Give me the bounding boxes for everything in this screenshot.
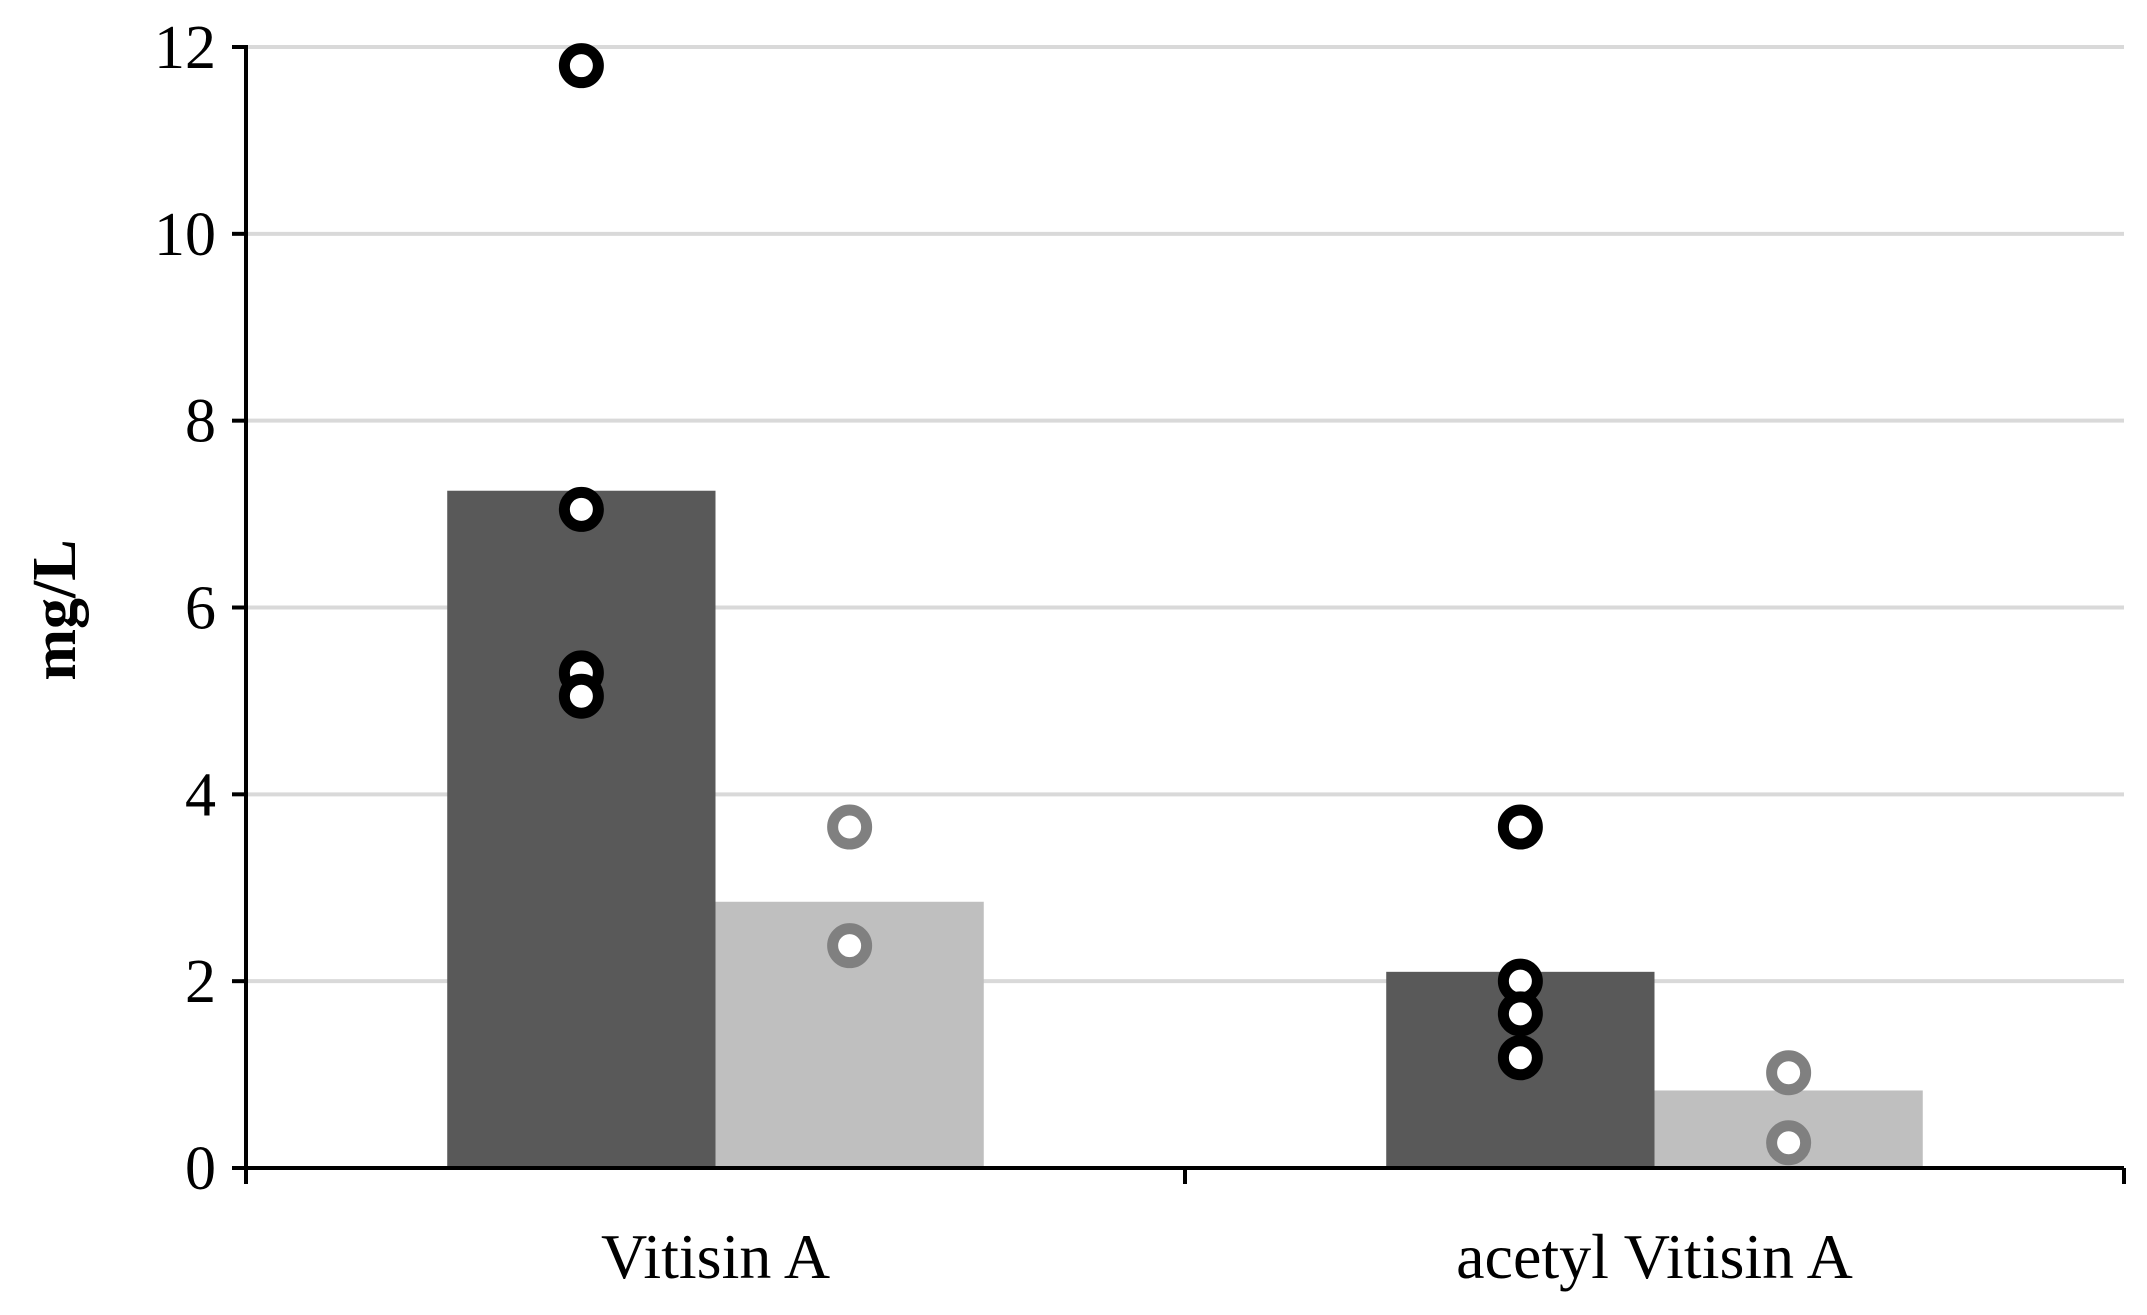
axes bbox=[232, 45, 2126, 1184]
x-category-label: acetyl Vitisin A bbox=[1456, 1221, 1853, 1292]
bars bbox=[447, 490, 1923, 1169]
data-point-marker bbox=[558, 43, 604, 89]
data-point-marker bbox=[558, 486, 604, 532]
y-axis-title: mg/L bbox=[21, 539, 89, 680]
x-category-label: Vitisin A bbox=[601, 1221, 830, 1292]
data-point-marker bbox=[558, 673, 604, 719]
y-tick-label: 4 bbox=[185, 761, 216, 829]
data-point-marker bbox=[1497, 1035, 1543, 1081]
y-tick-label: 12 bbox=[154, 14, 216, 82]
bar bbox=[447, 490, 716, 1169]
data-point-marker bbox=[1497, 991, 1543, 1037]
y-tick-label: 2 bbox=[185, 948, 216, 1016]
data-point-marker bbox=[1766, 1120, 1812, 1166]
y-tick-label: 0 bbox=[185, 1135, 216, 1203]
data-point-marker bbox=[1766, 1050, 1812, 1096]
y-tick-label: 6 bbox=[185, 575, 216, 643]
labels: 0 2 4 6 8 10 12 Vitisin A acetyl Vitisin A bbox=[154, 14, 1853, 1292]
data-points bbox=[558, 43, 1812, 1166]
y-tick-label: 10 bbox=[154, 201, 216, 269]
data-point-marker bbox=[1497, 804, 1543, 850]
y-tick-label: 8 bbox=[185, 388, 216, 456]
data-point-marker bbox=[827, 923, 873, 969]
data-point-marker bbox=[827, 804, 873, 850]
